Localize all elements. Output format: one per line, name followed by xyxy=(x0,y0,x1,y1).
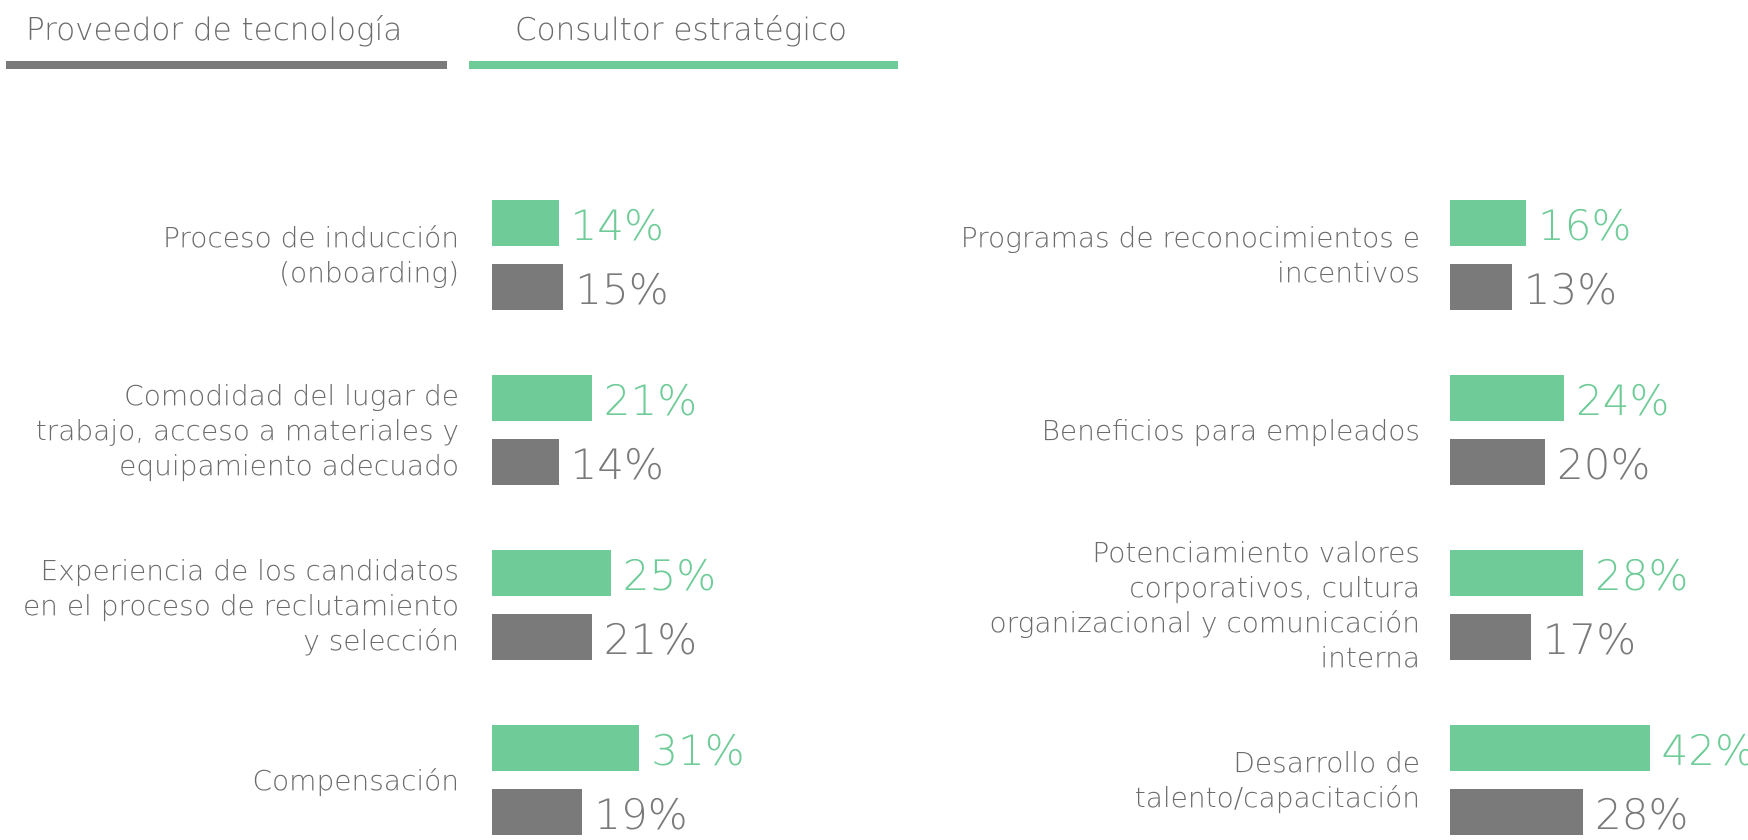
category-label: Beneficios para empleados xyxy=(940,370,1420,490)
value-label: 17% xyxy=(1543,616,1636,664)
value-label: 15% xyxy=(575,266,668,314)
category-label: Comodidad del lugar de trabajo, acceso a… xyxy=(19,370,459,490)
bar xyxy=(492,375,592,421)
value-label: 42% xyxy=(1662,727,1748,775)
category-label: Desarrollo de talento/capacitación xyxy=(940,720,1420,840)
bar xyxy=(1450,550,1583,596)
value-label: 14% xyxy=(571,441,664,489)
value-label: 31% xyxy=(651,727,744,775)
value-label: 24% xyxy=(1576,377,1669,425)
category-label: Experiencia de los candidatos en el proc… xyxy=(19,545,459,665)
value-label: 20% xyxy=(1557,441,1650,489)
value-label: 28% xyxy=(1595,552,1688,600)
bar xyxy=(492,200,559,246)
bar xyxy=(1450,614,1531,660)
value-label: 16% xyxy=(1538,202,1631,250)
bar xyxy=(1450,264,1512,310)
legend-swatch xyxy=(469,61,898,69)
category-label: Potenciamiento valores corporativos, cul… xyxy=(940,545,1420,665)
bar xyxy=(1450,439,1545,485)
category-label: Proceso de inducción (onboarding) xyxy=(19,195,459,315)
bar xyxy=(492,614,592,660)
bar xyxy=(492,439,559,485)
bar xyxy=(492,550,611,596)
legend-label: Consultor estratégico xyxy=(515,12,847,48)
value-label: 25% xyxy=(623,552,716,600)
legend-swatch xyxy=(6,61,447,69)
value-label: 19% xyxy=(594,791,687,839)
bar xyxy=(492,725,639,771)
category-label: Compensación xyxy=(19,720,459,840)
value-label: 28% xyxy=(1595,791,1688,839)
bar xyxy=(492,264,563,310)
value-label: 21% xyxy=(604,616,697,664)
value-label: 13% xyxy=(1524,266,1617,314)
value-label: 14% xyxy=(571,202,664,250)
bar xyxy=(1450,200,1526,246)
bar xyxy=(1450,725,1650,771)
bar xyxy=(492,789,582,835)
legend-label: Proveedor de tecnología xyxy=(26,12,402,48)
value-label: 21% xyxy=(604,377,697,425)
bar xyxy=(1450,375,1564,421)
category-label: Programas de reconocimientos e incentivo… xyxy=(940,195,1420,315)
bar xyxy=(1450,789,1583,835)
